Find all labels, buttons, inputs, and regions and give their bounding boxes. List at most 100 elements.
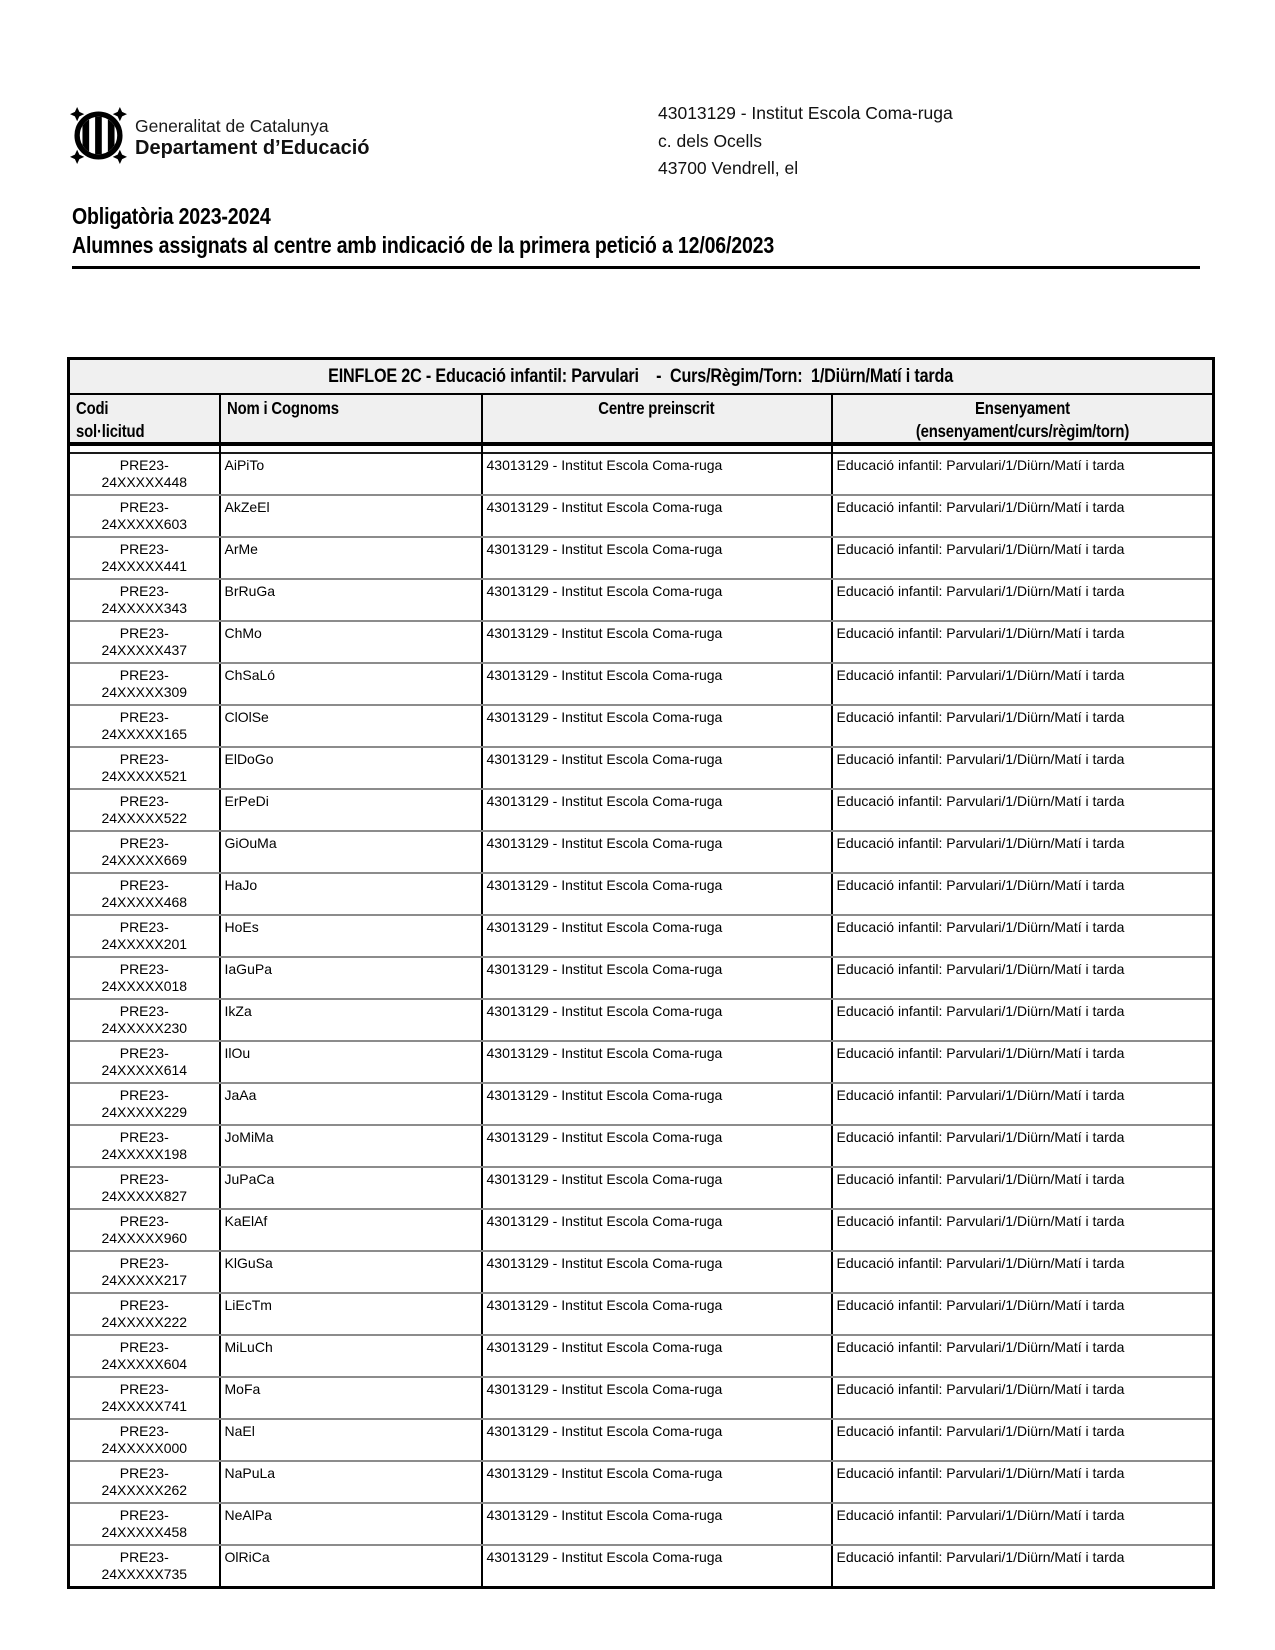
cell-nom: OlRiCa [218,1545,482,1589]
cell-codi-sollicitud: PRE23- 24XXXXX522 [68,789,220,832]
cell-nom: IlOu [218,1041,482,1084]
table-row: PRE23- 24XXXXX448 AiPiTo 43013129 - Institu… [68,452,1214,496]
col-header-ensenyament: Ensenyament (ensenyament/curs/règim/torn) [830,394,1214,446]
brand-text: Generalitat de Catalunya Departament d’E… [135,107,370,160]
cell-codi-sollicitud: PRE23- 24XXXXX960 [68,1209,220,1252]
cell-codi-sollicitud: PRE23- 24XXXXX669 [68,831,220,874]
table-row: PRE23- 24XXXXX827 JuPaCa 43013129 - Institu… [68,1167,1214,1210]
cell-ensenyament: Educació infantil: Parvulari/1/Diürn/Mat… [830,1545,1214,1589]
table-row: PRE23- 24XXXXX614 IlOu 43013129 - Institut … [68,1041,1214,1084]
cell-codi-sollicitud: PRE23- 24XXXXX603 [68,495,220,538]
cell-nom: IaGuPa [218,957,482,1000]
table-row: PRE23- 24XXXXX437 ChMo 43013129 - Institut … [68,621,1214,664]
cell-centre-preinscrit: 43013129 - Institut Escola Coma-ruga [480,663,832,706]
cell-codi-sollicitud: PRE23- 24XXXXX343 [68,579,220,622]
cell-centre-preinscrit: 43013129 - Institut Escola Coma-ruga [480,1209,832,1252]
cell-codi-sollicitud: PRE23- 24XXXXX198 [68,1125,220,1168]
assignments-rows: PRE23- 24XXXXX448 AiPiTo 43013129 - Institu… [68,452,1214,1589]
cell-ensenyament: Educació infantil: Parvulari/1/Diürn/Mat… [830,579,1214,622]
cell-nom: ArMe [218,537,482,580]
table-row: PRE23- 24XXXXX604 MiLuCh 43013129 - Institu… [68,1335,1214,1378]
cell-ensenyament: Educació infantil: Parvulari/1/Diürn/Mat… [830,1377,1214,1420]
table-row: PRE23- 24XXXXX201 HoEs 43013129 - Institut … [68,915,1214,958]
header-body-spacer [68,444,1214,453]
cell-nom: KaElAf [218,1209,482,1252]
cell-nom: AiPiTo [218,452,482,496]
table-row: PRE23- 24XXXXX262 NaPuLa 43013129 - Institu… [68,1461,1214,1504]
cell-centre-preinscrit: 43013129 - Institut Escola Coma-ruga [480,1293,832,1336]
table-row: PRE23- 24XXXXX000 NaEl 43013129 - Institut … [68,1419,1214,1462]
cell-centre-preinscrit: 43013129 - Institut Escola Coma-ruga [480,537,832,580]
cell-ensenyament: Educació infantil: Parvulari/1/Diürn/Mat… [830,452,1214,496]
cell-codi-sollicitud: PRE23- 24XXXXX222 [68,1293,220,1336]
cell-centre-preinscrit: 43013129 - Institut Escola Coma-ruga [480,495,832,538]
cell-codi-sollicitud: PRE23- 24XXXXX229 [68,1083,220,1126]
cell-ensenyament: Educació infantil: Parvulari/1/Diürn/Mat… [830,705,1214,748]
cell-ensenyament: Educació infantil: Parvulari/1/Diürn/Mat… [830,831,1214,874]
table-row: PRE23- 24XXXXX198 JoMiMa 43013129 - Institu… [68,1125,1214,1168]
institution-city: 43700 Vendrell, el [658,158,799,178]
group-header-cell: EINFLOE 2C - Educació infantil: Parvular… [68,358,1214,395]
cell-nom: AkZeEl [218,495,482,538]
cell-codi-sollicitud: PRE23- 24XXXXX217 [68,1251,220,1294]
cell-centre-preinscrit: 43013129 - Institut Escola Coma-ruga [480,873,832,916]
cell-centre-preinscrit: 43013129 - Institut Escola Coma-ruga [480,1419,832,1462]
cell-centre-preinscrit: 43013129 - Institut Escola Coma-ruga [480,999,832,1042]
table-row: PRE23- 24XXXXX229 JaAa 43013129 - Institut … [68,1083,1214,1126]
institution-code-name: 43013129 - Institut Escola Coma-ruga [658,103,953,123]
table-row: PRE23- 24XXXXX441 ArMe 43013129 - Institut … [68,537,1214,580]
cell-ensenyament: Educació infantil: Parvulari/1/Diürn/Mat… [830,663,1214,706]
cell-ensenyament: Educació infantil: Parvulari/1/Diürn/Mat… [830,1503,1214,1546]
cell-ensenyament: Educació infantil: Parvulari/1/Diürn/Mat… [830,873,1214,916]
cell-centre-preinscrit: 43013129 - Institut Escola Coma-ruga [480,1167,832,1210]
cell-centre-preinscrit: 43013129 - Institut Escola Coma-ruga [480,452,832,496]
brand-department-name: Departament d’Educació [135,137,370,159]
cell-centre-preinscrit: 43013129 - Institut Escola Coma-ruga [480,831,832,874]
cell-codi-sollicitud: PRE23- 24XXXXX018 [68,957,220,1000]
table-row: PRE23- 24XXXXX165 ClOlSe 43013129 - Institu… [68,705,1214,748]
cell-nom: MiLuCh [218,1335,482,1378]
cell-codi-sollicitud: PRE23- 24XXXXX262 [68,1461,220,1504]
brand-block: Generalitat de Catalunya Departament d’E… [70,107,370,164]
cell-centre-preinscrit: 43013129 - Institut Escola Coma-ruga [480,1461,832,1504]
table-row: PRE23- 24XXXXX309 ChSaLó 43013129 - Institu… [68,663,1214,706]
cell-centre-preinscrit: 43013129 - Institut Escola Coma-ruga [480,1083,832,1126]
col-header-codi-sollicitud: Codi sol·licitud [68,394,220,446]
institution-street: c. dels Ocells [658,130,763,151]
cell-codi-sollicitud: PRE23- 24XXXXX000 [68,1419,220,1462]
cell-centre-preinscrit: 43013129 - Institut Escola Coma-ruga [480,1041,832,1084]
cell-nom: ErPeDi [218,789,482,832]
cell-centre-preinscrit: 43013129 - Institut Escola Coma-ruga [480,1335,832,1378]
table-row: PRE23- 24XXXXX603 AkZeEl 43013129 - Institu… [68,495,1214,538]
group-header-text: EINFLOE 2C - Educació infantil: Parvular… [328,365,954,387]
cell-nom: JoMiMa [218,1125,482,1168]
cell-ensenyament: Educació infantil: Parvulari/1/Diürn/Mat… [830,999,1214,1042]
cell-codi-sollicitud: PRE23- 24XXXXX468 [68,873,220,916]
institution-block: 43013129 - Institut Escola Coma-ruga c. … [658,100,953,183]
col-header-nom-i-cognoms: Nom i Cognoms [218,394,482,446]
cell-codi-sollicitud: PRE23- 24XXXXX614 [68,1041,220,1084]
cell-nom: JuPaCa [218,1167,482,1210]
cell-ensenyament: Educació infantil: Parvulari/1/Diürn/Mat… [830,1461,1214,1504]
cell-nom: HoEs [218,915,482,958]
cell-centre-preinscrit: 43013129 - Institut Escola Coma-ruga [480,1545,832,1589]
cell-codi-sollicitud: PRE23- 24XXXXX437 [68,621,220,664]
cell-centre-preinscrit: 43013129 - Institut Escola Coma-ruga [480,1251,832,1294]
cell-centre-preinscrit: 43013129 - Institut Escola Coma-ruga [480,747,832,790]
cell-ensenyament: Educació infantil: Parvulari/1/Diürn/Mat… [830,1293,1214,1336]
cell-nom: IkZa [218,999,482,1042]
group-header-row: EINFLOE 2C - Educació infantil: Parvular… [68,358,1214,395]
cell-nom: ChSaLó [218,663,482,706]
cell-centre-preinscrit: 43013129 - Institut Escola Coma-ruga [480,915,832,958]
table-row: PRE23- 24XXXXX343 BrRuGa 43013129 - Institu… [68,579,1214,622]
cell-ensenyament: Educació infantil: Parvulari/1/Diürn/Mat… [830,1419,1214,1462]
cell-ensenyament: Educació infantil: Parvulari/1/Diürn/Mat… [830,789,1214,832]
table-row: PRE23- 24XXXXX222 LiEcTm 43013129 - Institu… [68,1293,1214,1336]
cell-codi-sollicitud: PRE23- 24XXXXX165 [68,705,220,748]
cell-ensenyament: Educació infantil: Parvulari/1/Diürn/Mat… [830,1167,1214,1210]
table-row: PRE23- 24XXXXX217 KlGuSa 43013129 - Institu… [68,1251,1214,1294]
cell-centre-preinscrit: 43013129 - Institut Escola Coma-ruga [480,1125,832,1168]
cell-ensenyament: Educació infantil: Parvulari/1/Diürn/Mat… [830,1125,1214,1168]
cell-nom: ChMo [218,621,482,664]
